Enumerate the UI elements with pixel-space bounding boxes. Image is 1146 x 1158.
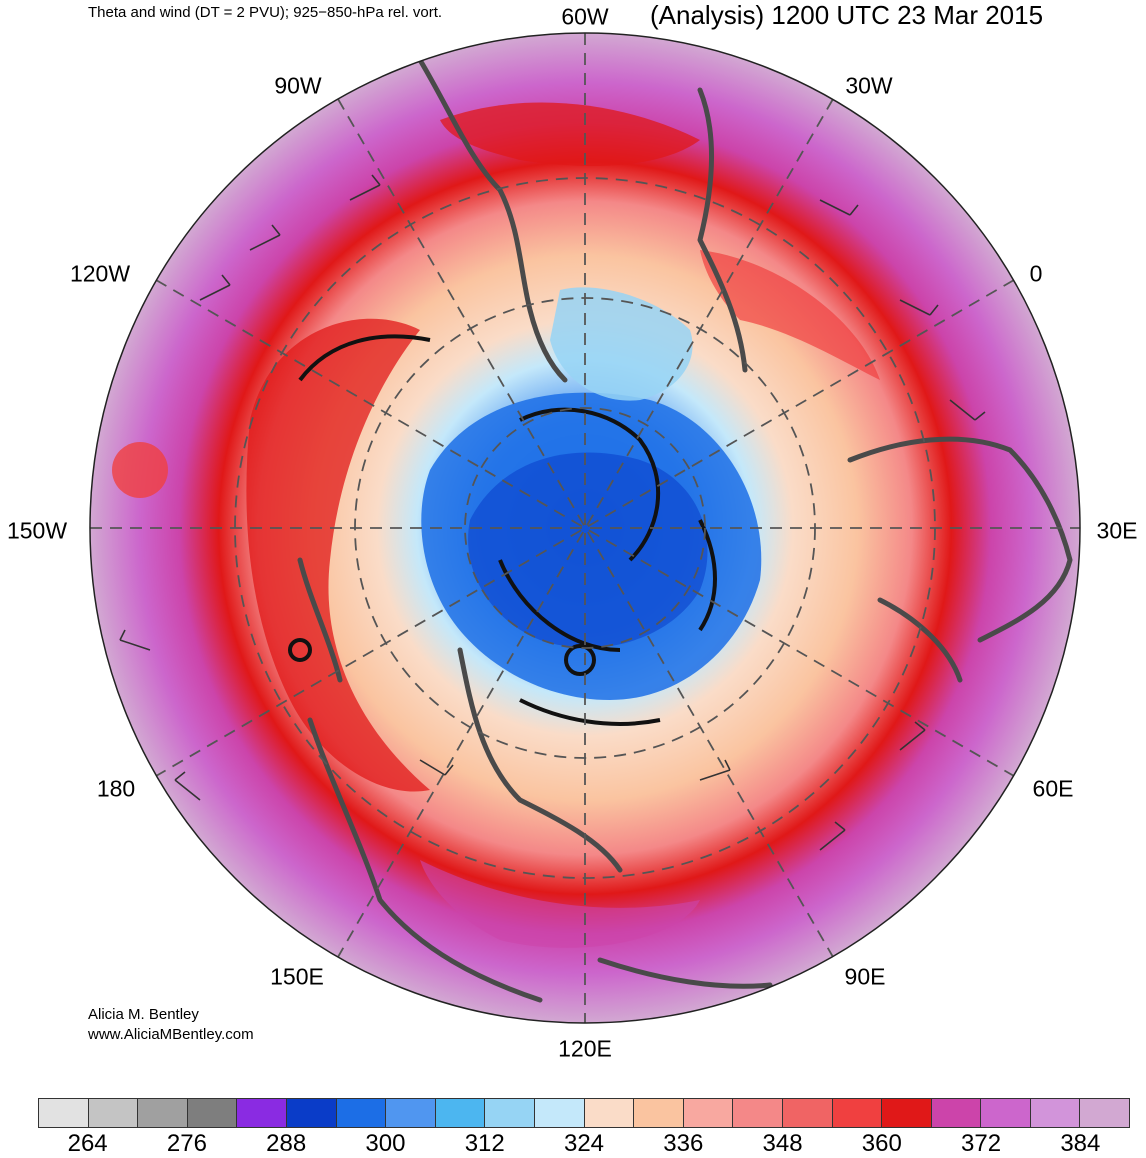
colorbar-swatch — [683, 1099, 734, 1127]
colorbar-tick-label: 276 — [166, 1130, 207, 1157]
colorbar-swatch — [782, 1099, 833, 1127]
polar-map — [89, 32, 1081, 1024]
colorbar-swatch — [336, 1099, 387, 1127]
colorbar-tick-label: 324 — [563, 1130, 605, 1157]
lon-label-30e: 30E — [1096, 517, 1138, 544]
author-credit: Alicia M. Bentley — [88, 1006, 199, 1023]
graticule — [90, 33, 1080, 1023]
colorbar-swatch — [1030, 1099, 1081, 1127]
lon-label-120e: 120E — [558, 1035, 612, 1062]
colorbar-swatch — [435, 1099, 486, 1127]
colorbar-swatch — [138, 1099, 188, 1127]
warm-band-west — [246, 318, 430, 792]
colorbar-tick-label: 384 — [1060, 1130, 1101, 1157]
map-title: (Analysis) 1200 UTC 23 Mar 2015 — [650, 0, 1044, 30]
colorbar-swatch — [534, 1099, 585, 1127]
warm-band-south — [420, 860, 700, 948]
colorbar-swatch — [584, 1099, 635, 1127]
colorbar-swatch — [485, 1099, 535, 1127]
lon-label-90w: 90W — [274, 72, 322, 99]
website-credit: www.AliciaMBentley.com — [88, 1026, 254, 1043]
colorbar-swatch — [187, 1099, 238, 1127]
lon-label-30w: 30W — [845, 72, 893, 99]
colorbar-swatch — [39, 1099, 89, 1127]
colorbar-tick-label: 300 — [365, 1130, 406, 1157]
colorbar-tick-label: 312 — [464, 1130, 505, 1157]
warm-blob — [112, 442, 168, 498]
colorbar-tick-label: 348 — [762, 1130, 803, 1157]
lon-label-90e: 90E — [844, 963, 886, 990]
lon-label-180: 180 — [96, 775, 136, 802]
colorbar-swatch — [931, 1099, 982, 1127]
cold-core-inner — [468, 452, 708, 648]
map-border — [89, 32, 1081, 1024]
colorbar-swatch — [88, 1099, 139, 1127]
colorbar-swatch — [634, 1099, 684, 1127]
colorbar-swatch — [237, 1099, 287, 1127]
colorbar-tick-label: 288 — [266, 1130, 307, 1157]
lon-label-0: 0 — [1029, 260, 1043, 287]
colorbar-tick-label: 372 — [961, 1130, 1002, 1157]
map-subtitle: Theta and wind (DT = 2 PVU); 925−850-hPa… — [88, 4, 443, 21]
colorbar-swatch — [733, 1099, 783, 1127]
colorbar-tick-label: 336 — [663, 1130, 704, 1157]
colorbar-swatch — [386, 1099, 436, 1127]
colorbar-swatch — [1080, 1099, 1130, 1127]
lon-label-150e: 150E — [270, 963, 324, 990]
theta-colorbar — [38, 1098, 1130, 1128]
colorbar-swatch — [286, 1099, 337, 1127]
colorbar-swatch — [981, 1099, 1031, 1127]
lon-label-150w: 150W — [6, 517, 68, 544]
colorbar-tick-label: 360 — [861, 1130, 902, 1157]
lon-label-120w: 120W — [69, 260, 131, 287]
lon-label-60w: 60W — [561, 3, 609, 30]
colorbar-tick-label: 264 — [67, 1130, 108, 1157]
colorbar-swatch — [882, 1099, 932, 1127]
warm-band-north — [440, 102, 700, 166]
lon-label-60e: 60E — [1032, 775, 1074, 802]
colorbar-swatch — [832, 1099, 883, 1127]
warm-band-atlantic — [700, 250, 880, 380]
wind-barbs — [119, 174, 986, 851]
coastlines — [297, 57, 1073, 1003]
